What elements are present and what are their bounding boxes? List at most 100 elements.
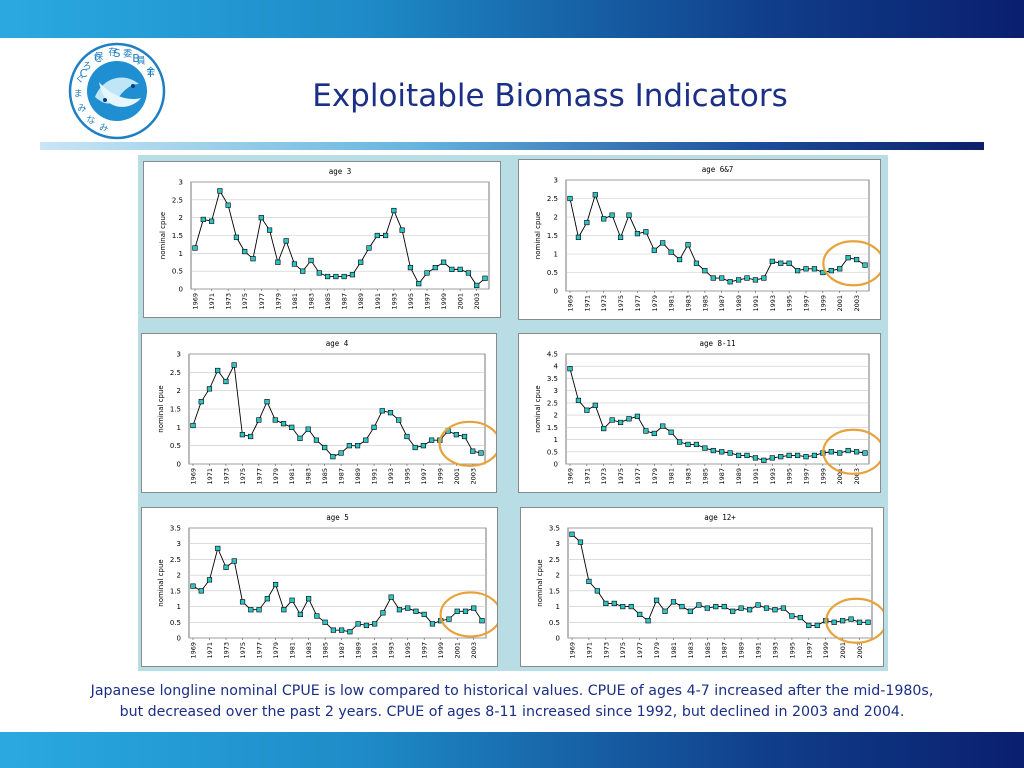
data-point — [794, 268, 801, 274]
data-point — [354, 443, 361, 449]
data-point — [382, 232, 389, 239]
data-point — [324, 273, 331, 280]
data-point — [744, 275, 750, 281]
y-tick-label: 1.5 — [547, 232, 558, 240]
data-point — [363, 437, 369, 443]
data-point — [275, 259, 281, 265]
data-point — [396, 417, 402, 423]
chart-svg-age12: age 12+ 0 0.5 1 1.5 2 2.5 3 3.5 nominal cpue 1969 1… — [536, 513, 883, 659]
y-tick-label: 3 — [554, 177, 558, 185]
chart-age-8-11: age 8-11 0 0.5 1 1.5 2 2.5 3 3.5 4 4.5 nominal cpue… — [518, 333, 881, 493]
y-tick-label: 0.5 — [170, 619, 181, 627]
data-point — [643, 428, 649, 434]
data-point — [461, 433, 468, 440]
x-tick-label: 1985 — [701, 295, 709, 312]
data-point — [198, 588, 204, 594]
y-tick-label: 1 — [177, 603, 181, 611]
x-tick-label: 1971 — [583, 468, 591, 485]
x-tick-label: 1993 — [771, 642, 779, 659]
x-tick-label: 2001 — [457, 293, 465, 310]
data-point — [814, 622, 820, 629]
x-tick-label: 1999 — [819, 468, 827, 485]
x-tick-label: 1999 — [436, 468, 444, 485]
x-tick-label: 1995 — [786, 468, 794, 485]
x-tick-label: 1987 — [718, 295, 726, 312]
x-tick-label: 2001 — [454, 642, 462, 659]
data-point — [862, 262, 868, 268]
data-point — [297, 435, 303, 441]
data-point — [391, 207, 397, 214]
data-point — [239, 599, 246, 605]
highlight-circle — [439, 591, 497, 638]
data-point — [374, 232, 380, 239]
y-tick-label: 0 — [554, 288, 558, 296]
x-tick-label: 1997 — [805, 642, 813, 659]
data-point — [628, 603, 634, 610]
x-tick-label: 1975 — [619, 642, 627, 659]
x-tick-label: 1987 — [718, 468, 726, 485]
y-tick-label: 0.5 — [547, 448, 558, 456]
chart-svg-age5: age 5 0 0.5 1 1.5 2 2.5 3 3.5 nominal cpue 1969 197… — [157, 513, 497, 659]
x-tick-label: 1975 — [241, 293, 249, 310]
data-point — [264, 399, 270, 405]
x-tick-label: 1991 — [371, 468, 379, 485]
data-point — [594, 588, 600, 594]
data-point — [412, 444, 418, 451]
data-point — [429, 437, 435, 443]
data-point — [617, 419, 624, 426]
chart-age-3: age 3 0 0.5 1 1.5 2 2.5 3 nominal cpue 1969 1971 19… — [143, 161, 501, 318]
x-tick-label: 1975 — [617, 468, 625, 485]
x-tick-label: 1993 — [769, 295, 777, 312]
data-point — [567, 366, 573, 372]
data-point — [803, 454, 809, 460]
data-point — [223, 564, 229, 570]
chart-title: age 12+ — [704, 513, 736, 522]
y-tick-label: 0 — [177, 461, 181, 469]
x-tick-label: 1979 — [651, 468, 659, 485]
x-tick-label: 1999 — [437, 642, 445, 659]
x-tick-label: 1977 — [636, 642, 644, 659]
data-point — [413, 608, 419, 614]
y-tick-label: 3 — [554, 387, 558, 395]
data-point — [440, 259, 447, 265]
data-point — [611, 600, 617, 607]
data-point — [432, 265, 438, 271]
y-tick-label: 1 — [179, 250, 183, 258]
data-point — [840, 618, 846, 624]
data-point — [811, 452, 818, 459]
data-point — [660, 423, 666, 429]
x-tick-label: 1977 — [258, 293, 266, 310]
data-point — [713, 603, 719, 610]
data-point — [601, 425, 607, 432]
data-point — [704, 605, 710, 611]
data-point — [811, 266, 818, 272]
data-point — [316, 270, 322, 276]
data-point — [330, 454, 336, 460]
data-point — [347, 629, 353, 635]
data-point — [780, 605, 787, 611]
data-point — [308, 257, 314, 264]
y-tick-label: 0 — [554, 461, 558, 469]
data-point — [752, 455, 759, 461]
data-point — [772, 607, 778, 613]
y-tick-label: 0 — [177, 635, 181, 643]
x-tick-label: 1971 — [585, 642, 593, 659]
chart-title: age 5 — [326, 513, 349, 522]
x-tick-label: 1979 — [274, 293, 282, 310]
data-point — [778, 454, 784, 460]
data-point — [837, 450, 843, 456]
data-point — [747, 607, 753, 613]
data-point — [789, 613, 795, 619]
data-point — [429, 621, 436, 627]
y-tick-label: 2.5 — [170, 556, 181, 564]
logo-letter: S — [114, 47, 121, 60]
x-tick-label: 2003 — [856, 642, 864, 659]
data-point — [778, 260, 784, 266]
logo-kana-char: み — [77, 103, 86, 114]
data-point — [349, 272, 356, 278]
data-point — [355, 621, 361, 627]
y-tick-label: 1.5 — [549, 587, 560, 595]
data-point — [710, 447, 716, 454]
chart-svg-age67: age 6&7 0 0.5 1 1.5 2 2.5 3 nominal cpue 1969 1971… — [534, 165, 880, 312]
data-point — [845, 255, 851, 261]
